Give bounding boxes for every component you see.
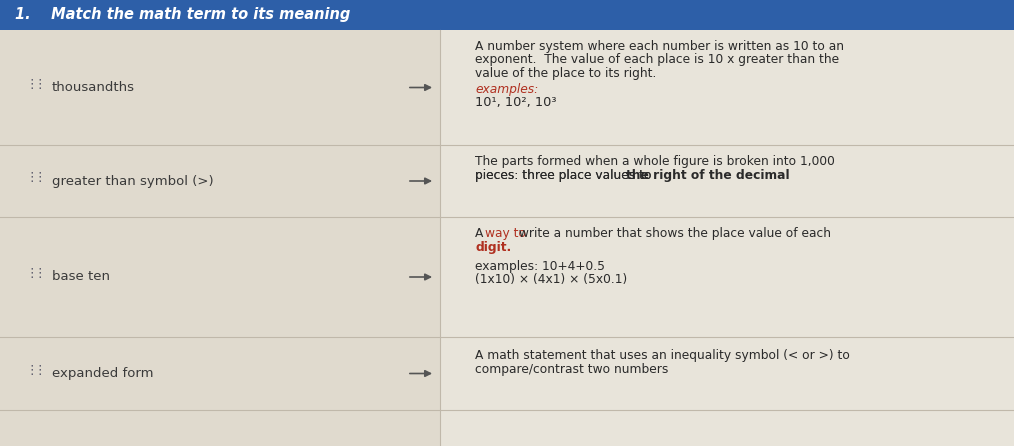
FancyBboxPatch shape — [440, 30, 1014, 446]
FancyBboxPatch shape — [0, 30, 440, 446]
Text: 1.    Match the math term to its meaning: 1. Match the math term to its meaning — [15, 8, 351, 22]
Text: ⋮: ⋮ — [33, 364, 47, 377]
Text: ⋮: ⋮ — [33, 268, 47, 281]
Text: pieces: three place values to: pieces: three place values to — [475, 169, 655, 182]
Text: ⋮: ⋮ — [33, 172, 47, 185]
Text: thousandths: thousandths — [52, 81, 135, 94]
Text: ⋮: ⋮ — [25, 172, 39, 185]
Text: ⋮: ⋮ — [25, 364, 39, 377]
Text: exponent.  The value of each place is 10 x greater than the: exponent. The value of each place is 10 … — [475, 54, 840, 66]
Text: ⋮: ⋮ — [25, 268, 39, 281]
Text: The parts formed when a whole figure is broken into 1,000: The parts formed when a whole figure is … — [475, 155, 835, 168]
Text: base ten: base ten — [52, 271, 110, 284]
Text: way to: way to — [485, 227, 526, 240]
Text: write a number that shows the place value of each: write a number that shows the place valu… — [515, 227, 831, 240]
Text: compare/contrast two numbers: compare/contrast two numbers — [475, 363, 668, 376]
Text: pieces: three place values to: pieces: three place values to — [475, 169, 655, 182]
Text: examples: 10+4+0.5: examples: 10+4+0.5 — [475, 260, 605, 273]
Text: A: A — [475, 227, 488, 240]
Text: (1x10) × (4x1) × (5x0.1): (1x10) × (4x1) × (5x0.1) — [475, 273, 628, 286]
Text: A math statement that uses an inequality symbol (< or >) to: A math statement that uses an inequality… — [475, 349, 850, 362]
Text: ⋮: ⋮ — [25, 78, 39, 91]
FancyBboxPatch shape — [0, 0, 1014, 30]
Text: 10¹, 10², 10³: 10¹, 10², 10³ — [475, 96, 557, 109]
Text: value of the place to its right.: value of the place to its right. — [475, 67, 656, 80]
Text: ⋮: ⋮ — [33, 78, 47, 91]
Text: the right of the decimal: the right of the decimal — [627, 169, 790, 182]
Text: expanded form: expanded form — [52, 367, 153, 380]
Text: digit.: digit. — [475, 240, 511, 253]
Text: greater than symbol (>): greater than symbol (>) — [52, 174, 214, 187]
Text: examples:: examples: — [475, 83, 538, 95]
Text: A number system where each number is written as 10 to an: A number system where each number is wri… — [475, 40, 844, 53]
